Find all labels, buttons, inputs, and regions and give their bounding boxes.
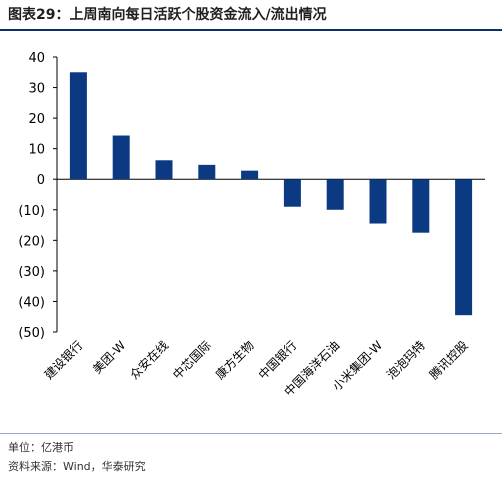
y-tick-label: (30) [18,265,45,280]
bar [455,179,473,316]
footer-rule [0,433,502,434]
x-tick-label: 腾讯控股 [426,338,471,383]
x-tick-label: 美团-W [90,338,128,376]
bar [155,160,173,180]
y-tick-label: 30 [28,82,45,97]
x-tick-label: 泡泡玛特 [383,338,428,383]
figure-title-text: 上周南向每日活跃个股资金流入/流出情况 [69,7,327,23]
y-tick-label: 10 [28,143,45,158]
x-tick-label: 中芯国际 [169,338,214,383]
bar [112,135,130,180]
figure-title: 图表29：上周南向每日活跃个股资金流入/流出情况 [8,4,327,24]
unit-note: 单位：亿港币 [8,441,74,454]
x-tick-label: 康方生物 [212,338,257,383]
bar [69,72,87,180]
bar [198,164,216,180]
x-tick-label: 众安在线 [127,338,172,383]
title-rule [0,29,502,31]
x-axis-labels: 建设银行 美团-W众安在线中芯国际康方生物中国银行中国海洋石油小米集团-W泡泡玛特… [42,337,471,399]
y-tick-label: 0 [37,173,45,188]
bar-chart: 40 30 20 10 0 (10) (20) (30) (40) (50) 建设银行 美团-W众安… [18,51,485,399]
y-tick-label: (40) [18,295,45,310]
x-tick-label: 中国银行 [255,338,300,383]
bar [241,170,259,180]
figure-label: 图表29： [8,7,70,23]
x-tick-label: 建设银行 [42,338,86,382]
y-tick-label: 40 [28,51,45,66]
y-tick-label: (50) [18,326,45,341]
bars [69,72,473,316]
y-tick-label: (10) [18,204,45,219]
bar [412,179,430,233]
source-note: 资料来源：Wind，华泰研究 [8,460,146,473]
bar [326,179,344,210]
y-tick-label: 20 [28,112,45,127]
y-tick-label: (20) [18,234,45,249]
bar [283,179,301,207]
bar [369,179,387,224]
